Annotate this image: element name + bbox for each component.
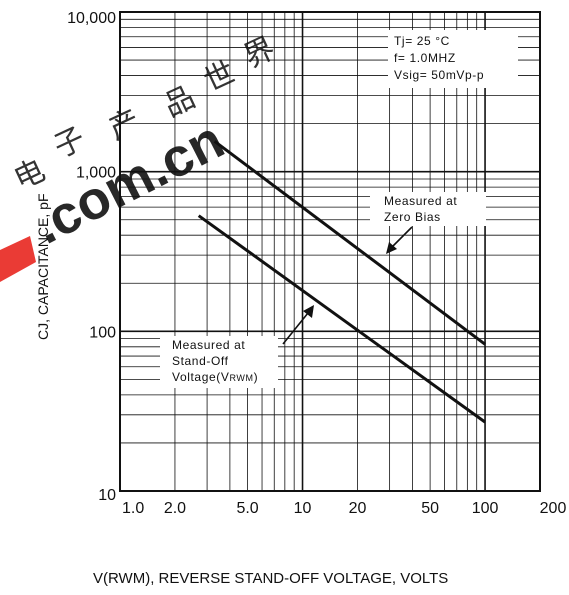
annotations: Tj= 25 °C f= 1.0MHZ Vsig= 50mVp-p Measured … [160,30,518,388]
zero-bias-label: Measured at [384,194,457,208]
x-axis-label: V(RWM), REVERSE STAND-OFF VOLTAGE, VOLTS [93,570,448,587]
series-line-zero-bias [213,140,487,346]
plot-frame [119,11,541,492]
zero-bias-arrowhead [386,242,397,254]
condition-text: Vsig= 50mVp-p [394,68,484,82]
y-tick-labels: 10 100 1,000 10,000 [67,10,116,504]
x-tick-label: 100 [472,500,499,517]
x-tick-label: 200 [540,500,567,517]
watermark-glyph: 电 [9,154,50,197]
y-tick-label: 10 [98,487,116,504]
x-tick-labels: 1.0 2.0 5.0 10 20 50 100 200 [122,500,566,517]
x-tick-label: 20 [349,500,367,517]
x-tick-label: 10 [294,500,312,517]
series-group [197,140,487,424]
zero-bias-label-box [370,192,486,226]
y-axis-label: CJ, CAPACITANCE, pF [35,193,51,340]
watermark-glyph: 世 [199,56,240,99]
standoff-label: Stand-Off [172,354,229,368]
x-tick-label: 50 [421,500,439,517]
zero-bias-arrow [390,226,413,249]
zero-bias-label: Zero Bias [384,210,441,224]
watermark-mark [0,236,36,282]
x-tick-label: 1.0 [122,500,144,517]
watermark-glyph: 子 [49,122,90,165]
y-tick-label: 1,000 [76,165,116,182]
standoff-arrow [282,312,309,345]
condition-text: f= 1.0MHZ [394,51,456,65]
y-tick-label: 100 [89,324,116,341]
standoff-arrowhead [303,305,314,318]
series-line-stand-off [197,214,486,424]
x-tick-label: 5.0 [236,500,258,517]
standoff-label: Measured at [172,338,245,352]
standoff-label-box [160,336,278,388]
conditions-box [388,30,518,88]
condition-text: Tj= 25 °C [394,34,450,48]
watermark-glyph: 产 [104,104,145,147]
y-tick-label: 10,000 [67,10,116,27]
x-tick-label: 2.0 [164,500,186,517]
standoff-label: Voltage(VRWM) [172,370,258,384]
